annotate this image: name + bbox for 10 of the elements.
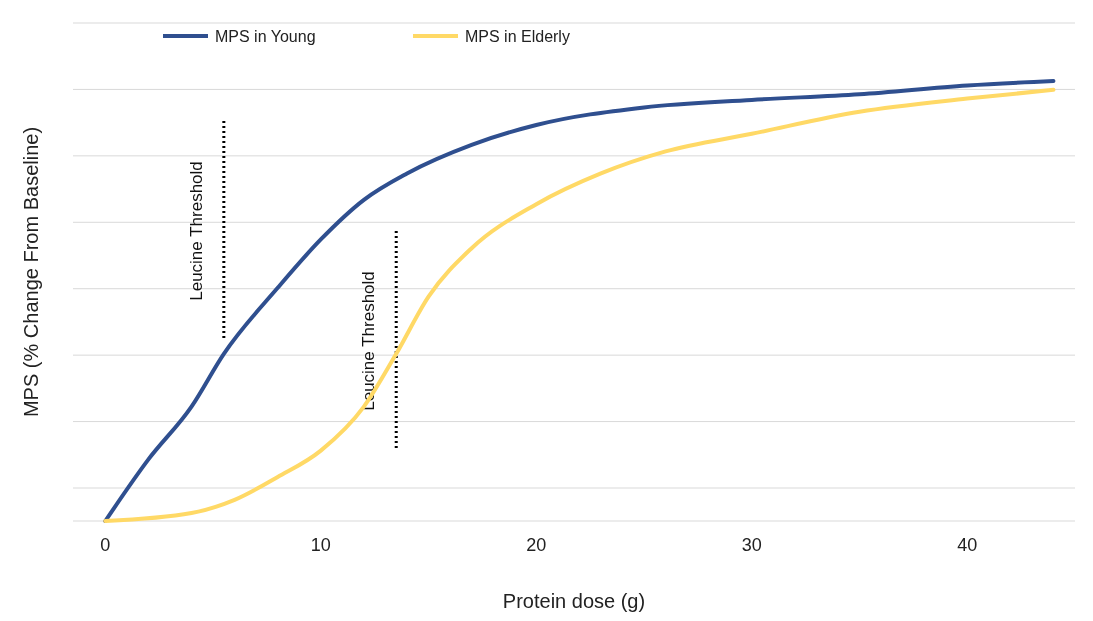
y-axis-title: MPS (% Change From Baseline) — [20, 126, 42, 418]
x-axis-title: Protein dose (g) — [502, 590, 646, 612]
x-tick-label: 40 — [957, 535, 978, 555]
legend-label: MPS in Elderly — [465, 28, 570, 45]
x-tick-label: 10 — [310, 535, 331, 555]
x-tick-label: 30 — [741, 535, 762, 555]
legend-label: MPS in Young — [215, 28, 316, 45]
x-tick-label: 20 — [526, 535, 547, 555]
x-tick-label: 0 — [100, 535, 111, 555]
ref-line-label: Leucine Threshold — [186, 161, 206, 301]
